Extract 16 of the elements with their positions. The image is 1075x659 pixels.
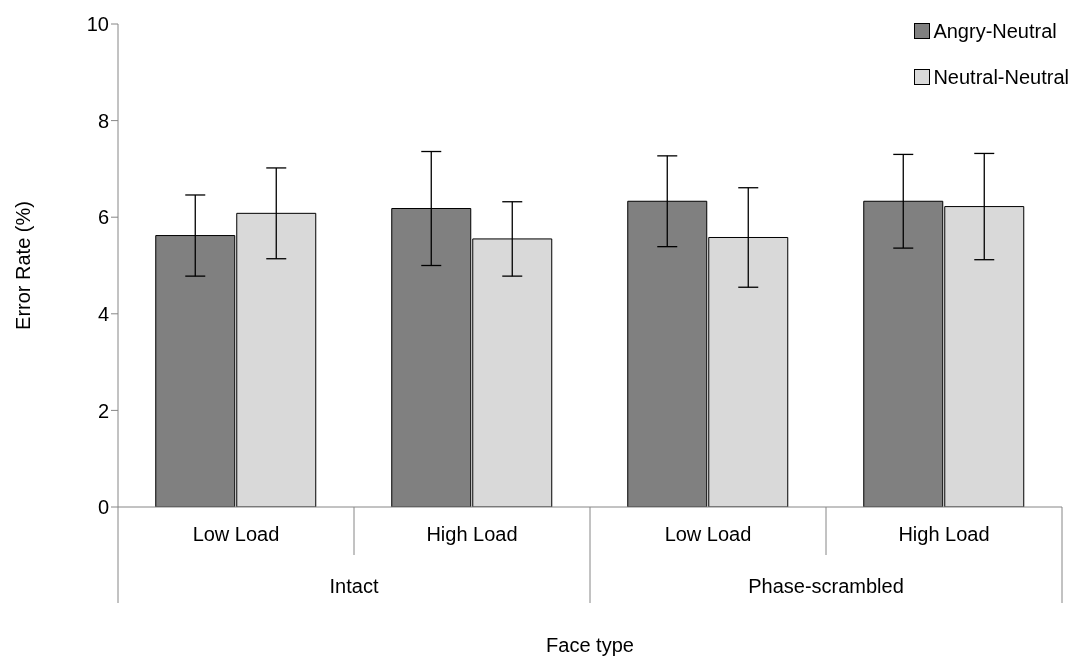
- y-tick-label: 4: [97, 302, 109, 325]
- y-tick-label: 0: [97, 496, 109, 519]
- x-tick-label: Low Load: [192, 523, 280, 546]
- text: Phase-scrambled: [748, 575, 904, 597]
- text: Intact: [329, 575, 379, 597]
- x-tick-label: Low Load: [664, 523, 752, 546]
- y-tick-label: 10: [86, 13, 109, 36]
- y-tick-label: 2: [97, 399, 109, 422]
- y-tick-label: 6: [97, 206, 109, 229]
- y-axis-title: Error Rate (%): [12, 201, 34, 330]
- y-tick-label: 8: [97, 109, 109, 132]
- legend-label: Angry-Neutral: [933, 19, 1057, 44]
- x-tick-label: High Load: [426, 523, 518, 546]
- legend-label: Neutral-Neutral: [933, 65, 1069, 90]
- x-axis-title: Face type: [546, 634, 634, 656]
- x-tick-label: High Load: [898, 523, 990, 546]
